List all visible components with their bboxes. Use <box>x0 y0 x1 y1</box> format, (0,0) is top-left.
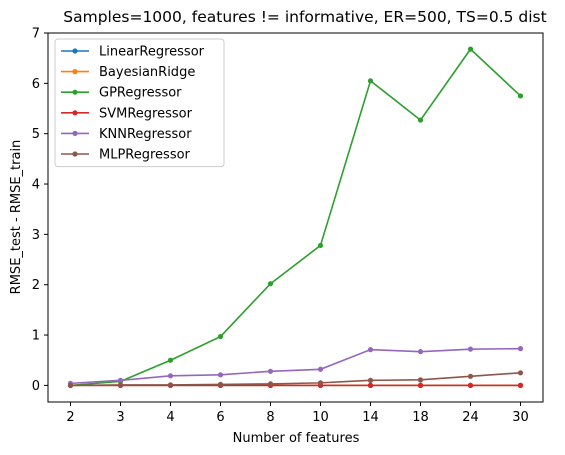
x-tick-label: 8 <box>266 410 274 425</box>
data-point <box>318 367 323 372</box>
data-point <box>518 383 523 388</box>
legend-label: LinearRegressor <box>99 45 205 60</box>
data-point <box>218 372 223 377</box>
data-point <box>368 378 373 383</box>
data-point <box>518 93 523 98</box>
legend-label: SVMRegressor <box>99 106 193 121</box>
legend-label: MLPRegressor <box>99 148 191 163</box>
y-tick-label: 5 <box>32 127 40 142</box>
data-point <box>268 369 273 374</box>
data-point <box>468 383 473 388</box>
data-point <box>418 349 423 354</box>
x-axis-title: Number of features <box>233 431 360 446</box>
data-point <box>268 381 273 386</box>
x-tick-label: 18 <box>412 410 429 425</box>
y-tick-label: 1 <box>32 329 40 344</box>
data-point <box>368 347 373 352</box>
data-point <box>218 382 223 387</box>
data-point <box>168 373 173 378</box>
x-tick-label: 3 <box>116 410 124 425</box>
legend-marker <box>72 90 77 95</box>
data-point <box>418 117 423 122</box>
data-point <box>368 78 373 83</box>
data-point <box>318 380 323 385</box>
legend-label: KNNRegressor <box>99 127 192 142</box>
y-tick-label: 3 <box>32 228 40 243</box>
series-KNNRegressor <box>68 346 523 386</box>
y-tick-label: 0 <box>32 379 40 394</box>
data-point <box>168 358 173 363</box>
x-tick-label: 10 <box>312 410 329 425</box>
data-point <box>518 346 523 351</box>
data-point <box>268 281 273 286</box>
y-tick-label: 7 <box>32 27 40 42</box>
data-point <box>318 243 323 248</box>
data-point <box>368 383 373 388</box>
data-point <box>468 347 473 352</box>
x-tick-label: 24 <box>462 410 479 425</box>
y-axis-title: RMSE_test - RMSE_train <box>9 140 24 295</box>
y-tick-label: 2 <box>32 278 40 293</box>
data-point <box>518 370 523 375</box>
x-tick-label: 6 <box>216 410 224 425</box>
data-point <box>418 377 423 382</box>
legend: LinearRegressor BayesianRidge GPRegressor S… <box>55 39 224 167</box>
data-point <box>168 382 173 387</box>
data-point <box>468 47 473 52</box>
legend-marker <box>72 69 77 74</box>
y-axis: 0 1 2 3 4 5 6 7 <box>32 27 48 394</box>
legend-label: BayesianRidge <box>99 65 195 80</box>
x-tick-label: 2 <box>66 410 74 425</box>
legend-marker <box>72 151 77 156</box>
data-point <box>218 334 223 339</box>
legend-marker <box>72 131 77 136</box>
data-point <box>68 383 73 388</box>
y-tick-label: 4 <box>32 178 40 193</box>
legend-marker <box>72 48 77 53</box>
data-point <box>468 374 473 379</box>
x-axis: 2 3 4 6 8 10 14 18 24 30 <box>66 402 528 425</box>
x-tick-label: 4 <box>166 410 174 425</box>
y-tick-label: 6 <box>32 77 40 92</box>
data-point <box>118 378 123 383</box>
legend-marker <box>72 110 77 115</box>
chart-title: Samples=1000, features != informative, E… <box>63 8 546 26</box>
data-point <box>418 383 423 388</box>
legend-label: GPRegressor <box>99 86 182 101</box>
x-tick-label: 14 <box>362 410 379 425</box>
x-tick-label: 30 <box>512 410 529 425</box>
data-point <box>118 382 123 387</box>
